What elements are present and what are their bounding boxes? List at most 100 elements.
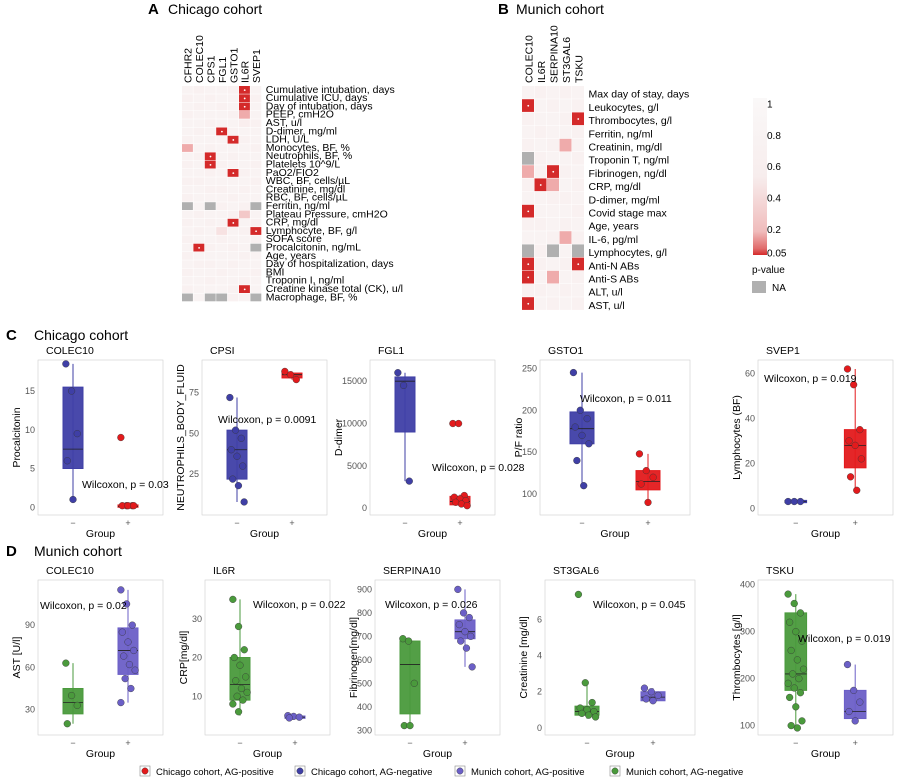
heatmap-cell	[216, 135, 228, 144]
heatmap-cell	[572, 218, 584, 231]
y-tick-label: 10	[25, 425, 35, 435]
y-tick-label: 400	[740, 580, 755, 590]
y-tick-label: 700	[357, 631, 372, 641]
heatmap-cell	[547, 112, 559, 126]
heatmap-cell	[239, 152, 250, 161]
heatmap-cell	[534, 99, 547, 112]
heatmap-cell	[239, 185, 250, 194]
heatmap-cell	[534, 191, 547, 205]
heatmap-cell	[559, 125, 572, 139]
heatmap-row-label: Plateau Pressure, cmH2O	[266, 208, 388, 220]
y-tick-label: 60	[745, 368, 755, 378]
significance-dot	[539, 184, 542, 186]
data-point	[793, 656, 801, 664]
y-axis-label: NEUTROPHILS_BODY_FLUID	[175, 364, 187, 511]
data-point	[588, 698, 596, 707]
y-tick-label: 20	[192, 653, 202, 663]
heatmap-row-label: ALT, u/l	[589, 287, 623, 299]
data-point	[230, 653, 238, 662]
heatmap-cell	[534, 86, 547, 99]
data-point	[569, 368, 578, 377]
heatmap-cell	[239, 268, 250, 277]
heatmap-column-label: CPS1	[206, 55, 218, 83]
heatmap-cell	[250, 202, 262, 210]
heatmap-cell	[559, 204, 572, 218]
heatmap-cell	[182, 135, 193, 144]
data-point	[122, 600, 131, 608]
plot-frame	[201, 359, 328, 516]
heatmap-cell	[193, 218, 205, 227]
heatmap-cell	[547, 86, 559, 99]
x-tick-label: +	[853, 738, 858, 748]
heatmap-column-label: COLEC10	[523, 35, 535, 83]
heatmap-cell	[572, 165, 584, 178]
heatmap-cell	[227, 260, 239, 269]
box	[394, 376, 416, 433]
data-point	[406, 722, 414, 730]
x-tick-label: +	[650, 738, 655, 748]
heatmap-cell	[193, 235, 205, 244]
data-point	[130, 502, 138, 510]
heatmap-row-label: Troponin I, ng/ml	[266, 275, 344, 287]
heatmap-row-label: Cumulative ICU, days	[266, 92, 368, 104]
x-tick-label: +	[292, 738, 297, 748]
heatmap-cell	[193, 276, 205, 285]
heatmap-row-label: Creatinin, mg/dl	[589, 142, 663, 154]
y-tick-label: 60	[25, 662, 35, 672]
heatmap-cell	[547, 257, 559, 271]
data-point	[286, 371, 295, 379]
heatmap-cell	[216, 276, 228, 285]
legend-swatch	[141, 767, 149, 775]
colorbar-tick-label: 0.8	[767, 131, 781, 142]
heatmap-row-label: D-dimer, mg/ml	[266, 125, 337, 137]
significance-dot	[577, 263, 580, 266]
y-axis-label: CRP[mg/dl]	[178, 631, 190, 685]
heatmap-chicago: CFHR2 COLEC10 CPS1 FGL1 GSTO1 IL6R SVEP1Cumula…	[182, 35, 403, 303]
heatmap-cell	[204, 268, 216, 277]
heatmap-cell	[522, 165, 534, 178]
heatmap-cell	[250, 293, 262, 302]
x-axis-label: Group	[605, 748, 634, 760]
plot-title: SERPINA10	[383, 565, 441, 577]
heatmap-cell	[534, 244, 547, 258]
heatmap-cell	[534, 165, 547, 178]
data-point	[410, 679, 418, 687]
heatmap-cell	[204, 177, 216, 186]
heatmap-cell	[250, 144, 262, 152]
heatmap-cell	[559, 231, 572, 244]
heatmap-cell	[182, 127, 193, 136]
significance-dot	[243, 105, 246, 108]
data-point	[578, 431, 586, 440]
heatmap-cell	[250, 210, 262, 219]
heatmap-cell	[239, 260, 250, 269]
heatmap-cell	[239, 218, 250, 227]
heatmap-cell	[193, 260, 205, 269]
data-point	[647, 688, 655, 696]
x-tick-label: +	[853, 518, 858, 528]
plot-title: COLEC10	[46, 565, 94, 577]
significance-dot	[527, 302, 530, 305]
heatmap-cell	[193, 94, 205, 103]
data-point	[117, 698, 125, 707]
heatmap-row-label: Lymphocytes, g/l	[589, 247, 667, 259]
data-point	[454, 585, 462, 593]
data-point	[454, 419, 463, 428]
heatmap-cell	[522, 231, 534, 244]
panel-b-title: Munich cohort	[516, 1, 604, 17]
heatmap-cell	[204, 227, 216, 235]
boxplot-munich-tsku: TSKU 100 200 300 400 Thrombocytes [g/l] − + Grou…	[731, 565, 894, 760]
heatmap-cell	[239, 227, 250, 235]
heatmap-cell	[193, 268, 205, 277]
colorbar-tick-label: 0.05	[767, 249, 787, 260]
heatmap-cell	[227, 202, 239, 210]
wilcoxon-label: Wilcoxon, p = 0.019	[798, 633, 891, 645]
heatmap-cell	[239, 177, 250, 186]
heatmap-cell	[239, 293, 250, 302]
data-point	[131, 666, 139, 674]
y-tick-label: 30	[192, 614, 202, 624]
heatmap-row-label: CRP, mg/dl	[589, 181, 641, 193]
heatmap-column-label: CFHR2	[183, 48, 195, 83]
plot-title: FGL1	[378, 345, 404, 357]
heatmap-cell	[547, 152, 559, 165]
